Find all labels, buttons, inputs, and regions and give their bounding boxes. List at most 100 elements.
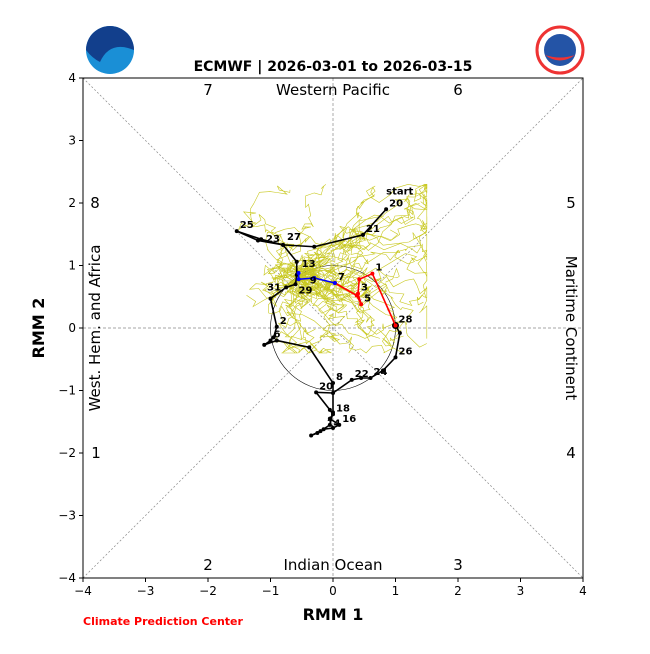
point-label: 31: [267, 282, 281, 293]
data-point: [359, 302, 364, 307]
phase-label: 3: [453, 556, 463, 574]
phase-label: 2: [203, 556, 213, 574]
ensemble-member-line: [250, 185, 298, 272]
data-point: [393, 323, 398, 328]
point-label: 29: [299, 285, 313, 296]
data-point: [268, 296, 273, 301]
data-point: [315, 431, 320, 435]
y-axis-label: RMM 2: [29, 298, 48, 359]
ensemble-member-line: [237, 211, 305, 277]
ensemble-member-line: [295, 272, 404, 344]
point-label: 27: [287, 232, 301, 243]
data-point: [256, 238, 260, 243]
data-point: [381, 368, 385, 373]
series-line-forecast-week2: [297, 273, 336, 284]
ensemble-member-line: [293, 242, 428, 293]
point-label: 20: [319, 381, 333, 392]
data-point: [296, 277, 301, 282]
data-point: [354, 293, 359, 298]
ensemble-member-line: [304, 220, 428, 277]
data-point: [274, 324, 279, 329]
data-point: [349, 377, 354, 382]
phase-label: 8: [90, 194, 100, 212]
region-label-top: Western Pacific: [276, 81, 390, 99]
data-point: [312, 244, 317, 249]
point-label: 24: [374, 367, 388, 378]
x-tick-label: −1: [262, 584, 280, 598]
point-label: 13: [302, 259, 316, 270]
point-label: 21: [366, 224, 380, 235]
y-tick-label: 2: [68, 196, 76, 210]
data-point: [312, 276, 317, 280]
data-point: [234, 229, 239, 234]
point-label: 28: [399, 315, 413, 326]
phase-label: 7: [203, 81, 213, 99]
data-point: [321, 427, 326, 432]
point-label: 8: [336, 372, 343, 383]
data-point: [271, 335, 276, 340]
data-point: [359, 376, 364, 380]
data-point: [331, 381, 335, 385]
phase-label: 4: [566, 444, 576, 462]
ensemble-member-line: [300, 276, 428, 339]
phase-label: 5: [566, 194, 576, 212]
x-axis-label: RMM 1: [303, 605, 364, 624]
data-point: [331, 391, 335, 395]
ensemble-member-line: [296, 190, 428, 278]
data-point: [327, 422, 332, 427]
data-point: [262, 342, 267, 347]
point-label: 20: [389, 198, 403, 209]
y-tick-label: 1: [68, 259, 76, 273]
y-tick-label: −1: [58, 384, 76, 398]
noaa-logo: [86, 26, 134, 74]
data-point: [331, 426, 335, 430]
data-point: [284, 285, 289, 290]
x-tick-label: 0: [329, 584, 337, 598]
x-tick-label: 3: [517, 584, 525, 598]
ensemble-member-line: [299, 269, 371, 326]
ensemble-member-line: [303, 274, 428, 306]
ensemble-member-line: [278, 272, 316, 345]
ensemble-member-line: [303, 232, 428, 282]
chart-title: ECMWF | 2026-03-01 to 2026-03-15: [194, 59, 473, 75]
x-tick-label: 4: [579, 584, 587, 598]
data-point: [294, 259, 299, 264]
point-label: 26: [399, 346, 413, 357]
x-tick-label: −3: [137, 584, 155, 598]
data-point: [327, 407, 332, 412]
point-label: 5: [364, 293, 371, 304]
data-point: [327, 416, 332, 421]
data-point: [296, 271, 301, 275]
ensemble-member-line: [293, 203, 420, 281]
point-label: 14: [327, 418, 341, 429]
data-point: [337, 422, 342, 427]
phase-label: 1: [91, 444, 101, 462]
data-point: [361, 232, 365, 237]
series-line-observed: [236, 208, 401, 437]
ensemble-member-line: [278, 269, 318, 354]
point-label: 2: [280, 316, 287, 327]
point-label: 23: [266, 234, 280, 245]
ensemble-member-line: [283, 263, 333, 350]
ensemble-member-line: [266, 249, 303, 293]
nws-logo: [535, 25, 585, 75]
ensemble-member-line: [295, 184, 428, 279]
data-point: [318, 429, 323, 434]
footer-credit: Climate Prediction Center: [83, 615, 243, 628]
x-tick-label: −4: [74, 584, 92, 598]
y-tick-label: −4: [58, 571, 76, 585]
ensemble-member-line: [246, 265, 299, 308]
ensemble-member-line: [298, 216, 428, 270]
start-label: start: [386, 186, 413, 197]
data-point: [370, 271, 375, 276]
data-point: [259, 237, 264, 242]
point-label: 9: [310, 275, 317, 286]
y-tick-label: 0: [68, 321, 76, 335]
ensemble-member-line: [301, 274, 361, 299]
region-label-right: Maritime Continent: [562, 256, 580, 401]
data-point: [307, 345, 312, 350]
point-label: 3: [361, 283, 368, 294]
ensemble-member-line: [293, 226, 357, 292]
